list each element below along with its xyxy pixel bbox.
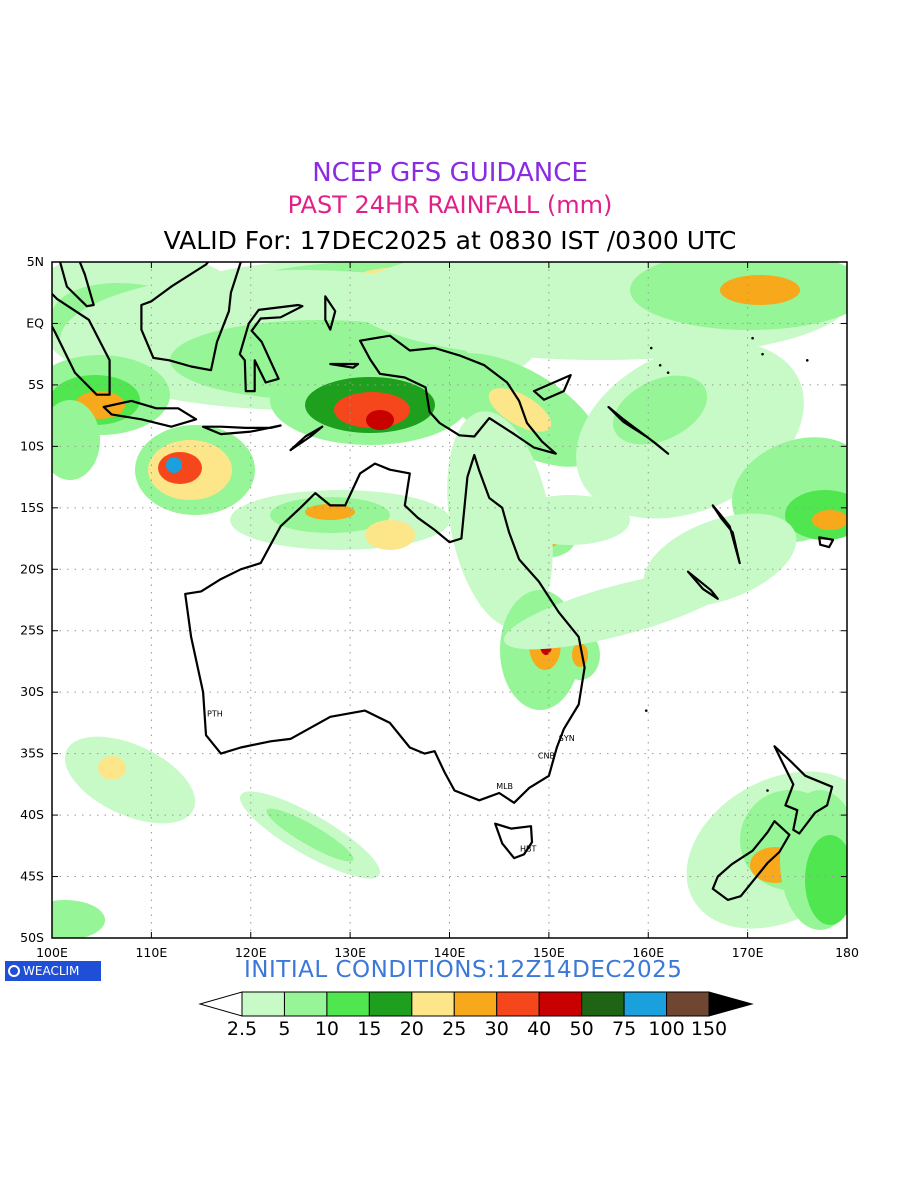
city-label-cnb: CNB — [538, 751, 555, 760]
initial-conditions: INITIAL CONDITIONS:12Z14DEC2025 — [244, 957, 683, 983]
lon-label: 170E — [732, 945, 764, 960]
island-dot — [649, 346, 653, 350]
coastline-sulawesi — [238, 303, 304, 393]
coastlines — [52, 221, 835, 901]
lat-label: 40S — [20, 807, 44, 822]
lat-label: EQ — [26, 315, 44, 330]
rainfall-field — [52, 262, 847, 938]
coastline-java — [102, 399, 198, 428]
rainfall-area — [366, 410, 394, 430]
rainfall-area — [812, 510, 847, 530]
city-label-syn: SYN — [559, 734, 575, 743]
coastline-newbritain — [532, 374, 572, 401]
lat-lon-grid — [51, 261, 848, 939]
rainfall-area — [612, 375, 708, 445]
city-label-pth: PTH — [207, 710, 223, 719]
island-dot — [751, 336, 754, 340]
city-label-mlb: MLB — [496, 782, 513, 791]
rainfall-area — [488, 388, 552, 432]
coastline-australia — [184, 453, 586, 804]
rainfall-area — [365, 520, 415, 550]
logo-text: WEACLIM — [23, 964, 80, 978]
island-dot — [644, 709, 648, 712]
rainfall-area — [447, 411, 553, 629]
city-markers: PTH SYN CNB MLB HBT — [207, 710, 575, 854]
coastline-borneo — [140, 262, 242, 372]
island-dot — [761, 352, 764, 356]
rainfall-area — [98, 756, 126, 780]
coastline-vanuatu — [711, 504, 741, 565]
lat-label: 50S — [20, 930, 44, 945]
coastline-malaya — [58, 262, 95, 308]
lat-label: 45S — [20, 869, 44, 884]
lat-label: 5N — [27, 254, 44, 269]
city-label-hbt: HBT — [520, 845, 537, 854]
rainfall-area — [52, 400, 100, 480]
longitude-labels: 100E 110E 120E 130E 140E 150E 160E 170E 180 — [36, 945, 859, 960]
map-frame — [51, 261, 848, 939]
coastline-timor — [289, 425, 324, 452]
lat-label: 10S — [20, 438, 44, 453]
title-valid-time: VALID For: 17DEC2025 at 0830 IST /0300 U… — [163, 226, 737, 255]
lon-label: 110E — [135, 945, 167, 960]
island-dot — [805, 359, 809, 362]
lon-label: 150E — [533, 945, 565, 960]
lat-label: 25S — [20, 623, 44, 638]
lon-label: 180 — [835, 945, 859, 960]
coastline-newcaledonia — [686, 570, 719, 600]
lat-label: 30S — [20, 684, 44, 699]
rainfall-area — [503, 570, 737, 650]
lon-label: 100E — [36, 945, 68, 960]
lat-label: 15S — [20, 500, 44, 515]
coastline-nzNorth — [773, 745, 834, 835]
island-dot — [766, 789, 769, 792]
title-variable: PAST 24HR RAINFALL (mm) — [287, 191, 613, 219]
rainfall-area — [266, 808, 354, 862]
weaclim-logo: WEACLIM — [5, 961, 101, 981]
lon-label: 160E — [632, 945, 664, 960]
rainfall-area — [64, 736, 196, 824]
rainfall-area — [305, 504, 355, 520]
island-dot — [666, 371, 670, 374]
lat-label: 5S — [28, 377, 44, 392]
rainfall-area — [510, 495, 630, 545]
lat-label: 35S — [20, 746, 44, 761]
rainfall-area — [805, 835, 847, 925]
coastline-solomons — [607, 405, 670, 455]
rainfall-area — [166, 457, 182, 473]
lon-label: 120E — [235, 945, 267, 960]
coastline-newguinea — [359, 334, 557, 455]
lon-label: 140E — [434, 945, 466, 960]
coastline-flores — [202, 424, 282, 436]
coastline-nzSouth — [711, 820, 791, 901]
coastline-seram — [329, 362, 360, 369]
rainfall-area — [720, 275, 800, 305]
rainfall-area — [52, 900, 105, 938]
island-dot — [658, 363, 662, 367]
coastline-halmahera — [324, 295, 337, 331]
coastline-fiji — [818, 536, 835, 549]
title-model: NCEP GFS GUIDANCE — [312, 158, 588, 188]
coastline-mindanao — [271, 221, 316, 247]
coastline-sumatra — [52, 292, 111, 396]
lat-label: 20S — [20, 561, 44, 576]
logo-ring-icon — [8, 965, 20, 977]
lon-label: 130E — [334, 945, 366, 960]
latitude-labels: 5N EQ 5S 10S 15S 20S 25S 30S 35S 40S 45S 50S — [20, 254, 44, 945]
coastline-tasmania — [494, 822, 534, 860]
